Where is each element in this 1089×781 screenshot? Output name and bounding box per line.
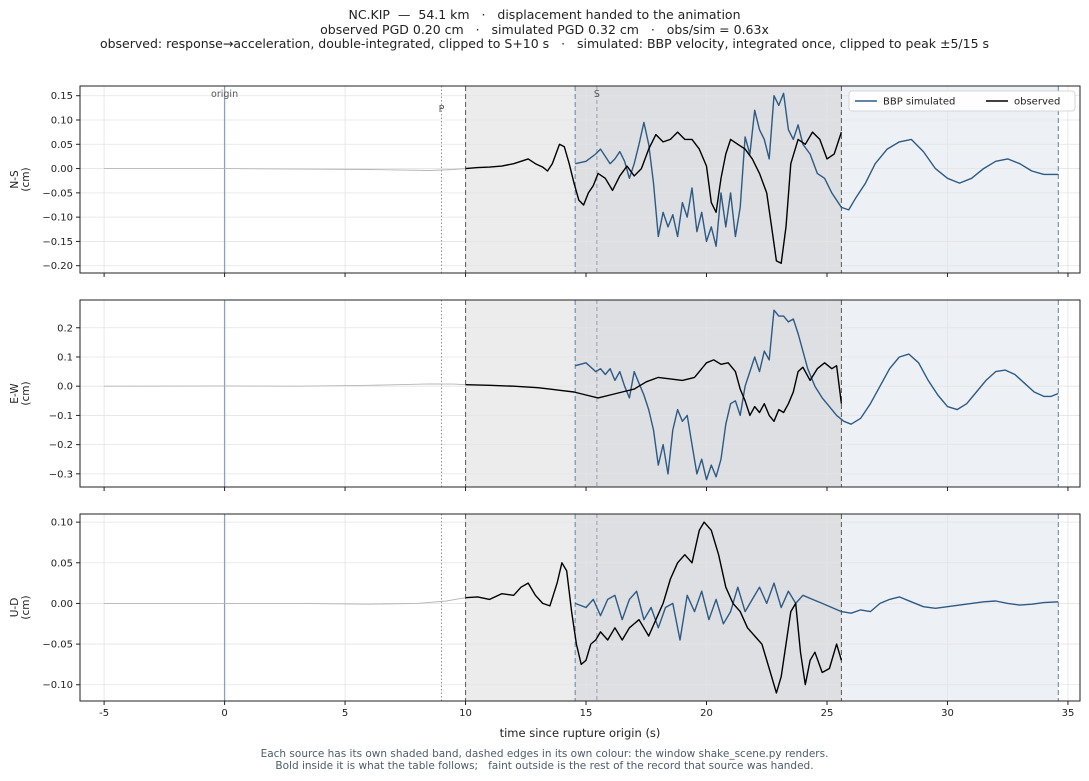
observed-trace — [465, 359, 843, 422]
x-axis-label: time since rupture origin (s) — [500, 726, 661, 740]
y-tick-label: −0.10 — [42, 680, 73, 691]
figure-footer: Each source has its own shaded band, das… — [0, 748, 1089, 772]
y-tick-label: 0.00 — [51, 164, 73, 175]
legend-label-simulated: BBP simulated — [883, 97, 955, 108]
axes-frame — [79, 513, 1081, 702]
y-tick-label: −0.05 — [42, 640, 73, 651]
y-tick-label: −0.10 — [42, 213, 73, 224]
y-axis-label-line: N-S — [9, 170, 21, 189]
p-label: P — [439, 104, 445, 115]
y-axis-label-line: U-D — [9, 598, 21, 618]
y-tick-label: −0.3 — [49, 469, 73, 480]
observed-trace — [465, 131, 843, 264]
x-tick-label: 5 — [342, 708, 348, 719]
title-line-1: NC.KIP — 54.1 km · displacement handed t… — [348, 7, 741, 22]
figure-header: NC.KIP — 54.1 km · displacement handed t… — [0, 7, 1089, 52]
y-axis-label: N-S(cm) — [9, 167, 32, 191]
x-tick-label: 20 — [700, 708, 713, 719]
y-tick-label: −0.1 — [49, 411, 73, 422]
observed-faint-trace — [104, 168, 466, 171]
simulated-trace — [574, 582, 1059, 641]
y-axis-label-line: (cm) — [20, 595, 32, 619]
x-tick-label: 35 — [1062, 708, 1075, 719]
footer-line-1: Each source has its own shaded band, das… — [260, 748, 829, 760]
y-axis-label: U-D(cm) — [9, 595, 32, 619]
y-tick-label: 0.05 — [51, 558, 73, 569]
x-tick-label: 15 — [580, 708, 593, 719]
y-tick-label: −0.20 — [42, 261, 73, 272]
s-label: S — [594, 89, 600, 100]
axes-frame — [79, 85, 1081, 274]
y-tick-label: 0.10 — [51, 116, 73, 127]
y-tick-label: 0.10 — [51, 518, 73, 529]
observed-faint-trace — [104, 597, 466, 605]
observed-faint-trace — [104, 383, 466, 387]
y-tick-label: 0.15 — [51, 91, 73, 102]
y-tick-label: 0.1 — [57, 352, 73, 363]
footer-line-2: Bold inside it is what the table follows… — [275, 760, 814, 772]
x-tick-label: 25 — [821, 708, 834, 719]
title-line-3: observed: response→acceleration, double-… — [99, 36, 990, 51]
x-tick-label: 0 — [221, 708, 227, 719]
y-axis-label-line: (cm) — [20, 167, 32, 191]
y-tick-label: 0.00 — [51, 599, 73, 610]
y-tick-label: 0.05 — [51, 140, 73, 151]
y-tick-label: 0.2 — [57, 323, 73, 334]
y-tick-label: −0.2 — [49, 440, 73, 451]
y-tick-label: 0.0 — [57, 382, 73, 393]
title-line-2: observed PGD 0.20 cm · simulated PGD 0.3… — [320, 21, 769, 37]
x-tick-label: 30 — [941, 708, 954, 719]
simulated-trace — [575, 92, 1059, 247]
panel-1: 0.15 0.10 0.05 0.00 −0.05 −0.10 −0.15 −0.20 N-S(… — [9, 85, 1081, 277]
y-axis-label-line: E-W — [9, 383, 21, 404]
band-overlap — [575, 514, 842, 701]
legend-label-observed: observed — [1014, 97, 1060, 108]
observed-trace — [465, 521, 843, 694]
origin-label: origin — [211, 89, 238, 100]
y-axis-label-line: (cm) — [20, 381, 32, 405]
axes-frame — [79, 299, 1081, 488]
y-axis-label: E-W(cm) — [9, 381, 32, 405]
y-tick-label: −0.05 — [42, 188, 73, 199]
x-tick-label: -5 — [99, 708, 109, 719]
x-tick-label: 10 — [459, 708, 472, 719]
y-tick-label: −0.15 — [42, 237, 73, 248]
simulated-trace — [575, 309, 1059, 481]
legend-box — [848, 90, 1076, 112]
panel-3: 0.10 0.05 0.00 −0.05 −0.10 -5 0 5 10 15 20 25 30 35 U-… — [9, 513, 1081, 719]
panel-2: 0.2 0.1 0.0 −0.1 −0.2 −0.3 E-W(cm) — [9, 299, 1081, 491]
